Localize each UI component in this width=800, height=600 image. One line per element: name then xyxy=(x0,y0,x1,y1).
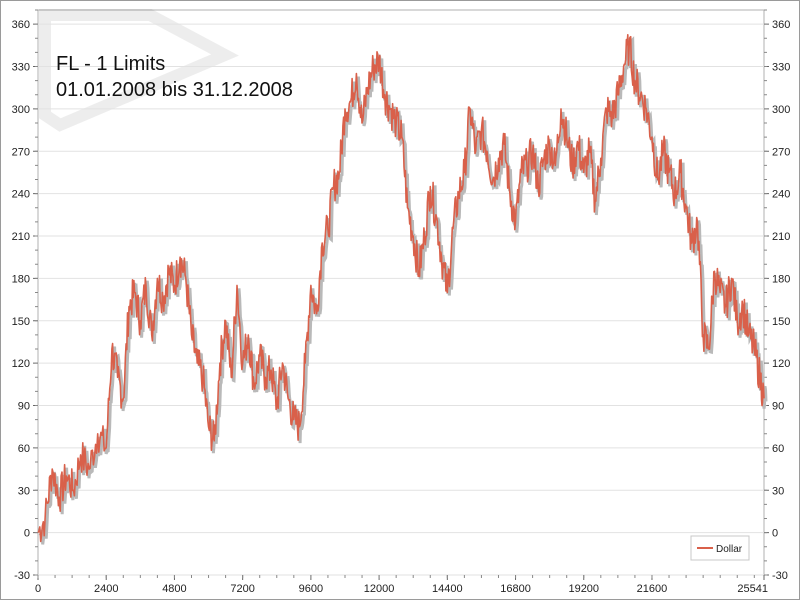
x-tick-label: 4800 xyxy=(162,583,186,595)
y-tick-label: 330 xyxy=(12,62,30,74)
y-tick-label-right: 180 xyxy=(772,273,790,285)
watermark-logo xyxy=(39,9,239,132)
y-tick-label-right: 300 xyxy=(772,104,790,116)
y-tick-label: 0 xyxy=(24,528,30,540)
y-tick-label-right: -30 xyxy=(772,570,788,582)
y-tick-label: 30 xyxy=(18,485,30,497)
legend: Dollar xyxy=(690,535,750,561)
y-tick-label: 210 xyxy=(12,231,30,243)
x-tick-label: 16800 xyxy=(500,583,531,595)
y-tick-label: 120 xyxy=(12,358,30,370)
y-tick-label: 180 xyxy=(12,273,30,285)
x-tick-label: 0 xyxy=(35,583,41,595)
y-tick-label-right: 360 xyxy=(772,19,790,31)
x-tick-label: 25541 xyxy=(737,583,768,595)
y-tick-label-right: 120 xyxy=(772,358,790,370)
chart-subtitle: 01.01.2008 bis 31.12.2008 xyxy=(56,79,293,101)
x-tick-label: 19200 xyxy=(568,583,599,595)
y-tick-label: 240 xyxy=(12,189,30,201)
series-line-dollar xyxy=(37,34,765,543)
y-tick-label-right: 210 xyxy=(772,231,790,243)
y-tick-label-right: 90 xyxy=(772,401,784,413)
legend-label: Dollar xyxy=(716,544,743,555)
x-tick-label: 21600 xyxy=(637,583,668,595)
y-tick-label-right: 270 xyxy=(772,146,790,158)
y-tick-label: 90 xyxy=(18,401,30,413)
y-tick-label-right: 150 xyxy=(772,316,790,328)
y-tick-label-right: 60 xyxy=(772,443,784,455)
y-tick-label-right: 0 xyxy=(772,528,778,540)
y-tick-label: 360 xyxy=(12,19,30,31)
y-tick-label: 60 xyxy=(18,443,30,455)
y-tick-label-right: 30 xyxy=(772,485,784,497)
x-tick-label: 9600 xyxy=(299,583,323,595)
y-tick-label: 150 xyxy=(12,316,30,328)
y-tick-label: 300 xyxy=(12,104,30,116)
chart-title: FL - 1 Limits xyxy=(56,53,165,75)
y-tick-label: -30 xyxy=(14,570,30,582)
x-tick-label: 14400 xyxy=(432,583,463,595)
y-tick-label-right: 330 xyxy=(772,62,790,74)
y-tick-label-right: 240 xyxy=(772,189,790,201)
x-tick-label: 12000 xyxy=(364,583,395,595)
x-tick-label: 2400 xyxy=(94,583,118,595)
y-tick-label: 270 xyxy=(12,146,30,158)
x-tick-label: 7200 xyxy=(230,583,254,595)
